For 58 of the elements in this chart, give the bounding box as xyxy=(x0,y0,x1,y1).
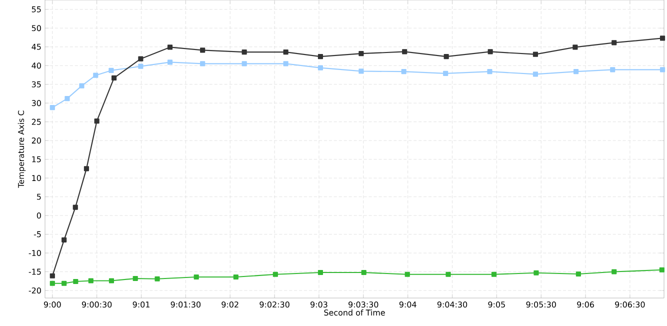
point xyxy=(659,267,664,272)
point xyxy=(358,68,364,74)
point xyxy=(233,274,238,280)
point xyxy=(62,237,67,242)
point xyxy=(404,272,410,277)
point xyxy=(242,61,247,66)
point xyxy=(200,61,206,66)
point xyxy=(610,67,616,72)
point xyxy=(50,280,55,286)
point xyxy=(194,274,199,280)
point xyxy=(283,61,288,66)
point xyxy=(532,72,538,77)
point xyxy=(167,60,173,65)
point xyxy=(242,50,247,55)
point xyxy=(94,118,100,124)
point xyxy=(64,96,70,102)
point xyxy=(154,276,160,282)
point xyxy=(488,49,493,54)
point xyxy=(93,72,98,78)
point xyxy=(612,40,617,46)
point xyxy=(72,204,78,210)
point xyxy=(576,271,581,277)
point xyxy=(108,68,114,74)
point xyxy=(660,36,666,41)
point xyxy=(572,44,578,50)
point xyxy=(132,276,138,282)
point xyxy=(534,270,539,276)
point xyxy=(138,56,144,62)
point xyxy=(660,67,666,72)
point xyxy=(446,272,451,277)
point xyxy=(444,54,449,60)
point xyxy=(401,69,406,74)
point xyxy=(272,272,278,277)
point xyxy=(361,270,366,276)
point xyxy=(318,54,324,60)
point xyxy=(491,272,497,277)
point xyxy=(318,270,324,276)
point xyxy=(79,83,84,88)
point xyxy=(138,64,144,69)
point xyxy=(62,280,67,286)
point xyxy=(167,44,173,50)
point xyxy=(283,50,288,55)
point xyxy=(573,69,579,74)
point xyxy=(73,278,78,284)
point xyxy=(612,269,617,274)
point xyxy=(50,273,55,278)
point xyxy=(318,65,324,70)
point xyxy=(443,70,448,76)
point xyxy=(200,48,206,53)
point xyxy=(84,166,90,172)
point xyxy=(50,105,55,110)
point xyxy=(532,52,538,57)
point xyxy=(487,69,492,74)
point xyxy=(358,51,364,56)
point xyxy=(111,75,117,81)
point xyxy=(402,49,408,54)
point xyxy=(108,278,114,284)
point xyxy=(88,278,94,284)
